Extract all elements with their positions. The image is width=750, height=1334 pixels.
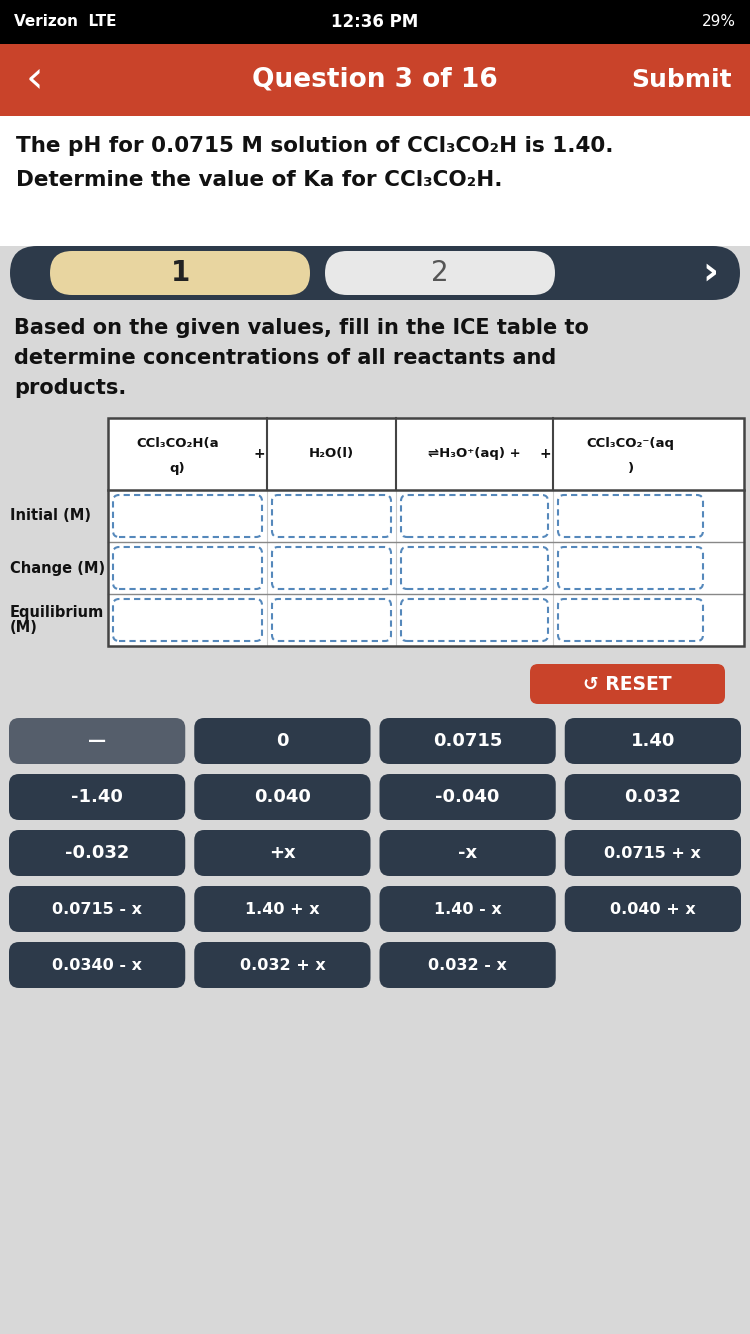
- Text: Based on the given values, fill in the ICE table to: Based on the given values, fill in the I…: [14, 317, 589, 338]
- FancyBboxPatch shape: [194, 886, 370, 932]
- FancyBboxPatch shape: [113, 495, 262, 538]
- FancyBboxPatch shape: [380, 774, 556, 820]
- FancyBboxPatch shape: [380, 942, 556, 988]
- FancyBboxPatch shape: [9, 886, 185, 932]
- Text: +: +: [254, 447, 265, 462]
- Text: 29%: 29%: [702, 15, 736, 29]
- FancyBboxPatch shape: [530, 664, 725, 704]
- Text: 0.0715: 0.0715: [433, 732, 502, 750]
- Text: Question 3 of 16: Question 3 of 16: [252, 67, 498, 93]
- Text: 0.0715 + x: 0.0715 + x: [604, 846, 701, 860]
- FancyBboxPatch shape: [565, 830, 741, 876]
- FancyBboxPatch shape: [10, 245, 740, 300]
- Text: Initial (M): Initial (M): [10, 508, 91, 523]
- FancyBboxPatch shape: [380, 830, 556, 876]
- Text: +: +: [539, 447, 550, 462]
- FancyBboxPatch shape: [9, 718, 185, 764]
- FancyBboxPatch shape: [9, 942, 185, 988]
- Text: 0.032 - x: 0.032 - x: [428, 958, 507, 972]
- FancyBboxPatch shape: [113, 599, 262, 642]
- Bar: [0, 0, 750, 44]
- Text: 0.040: 0.040: [254, 788, 310, 806]
- Text: CCl₃CO₂H(a: CCl₃CO₂H(a: [136, 438, 219, 451]
- FancyBboxPatch shape: [50, 251, 310, 295]
- Text: q): q): [170, 462, 185, 475]
- Text: determine concentrations of all reactants and: determine concentrations of all reactant…: [14, 348, 556, 368]
- Text: 0.0715 - x: 0.0715 - x: [52, 902, 142, 916]
- FancyBboxPatch shape: [401, 547, 548, 590]
- Bar: [108, 418, 744, 646]
- Text: ): ): [628, 462, 634, 475]
- Text: ‹: ‹: [26, 59, 44, 101]
- Bar: [0, 116, 750, 245]
- Text: 0: 0: [276, 732, 289, 750]
- FancyBboxPatch shape: [565, 718, 741, 764]
- Text: 12:36 PM: 12:36 PM: [332, 13, 419, 31]
- Text: ⇌H₃O⁺(aq) +: ⇌H₃O⁺(aq) +: [428, 447, 520, 460]
- Text: 0.032: 0.032: [625, 788, 681, 806]
- Text: -0.032: -0.032: [65, 844, 129, 862]
- Text: 0.0340 - x: 0.0340 - x: [52, 958, 142, 972]
- Text: -1.40: -1.40: [71, 788, 123, 806]
- FancyBboxPatch shape: [565, 886, 741, 932]
- Text: 2: 2: [431, 259, 448, 287]
- FancyBboxPatch shape: [272, 495, 391, 538]
- FancyBboxPatch shape: [401, 495, 548, 538]
- Text: 1.40 + x: 1.40 + x: [245, 902, 320, 916]
- Bar: [108, 418, 744, 646]
- FancyBboxPatch shape: [272, 599, 391, 642]
- Text: H₂O(l): H₂O(l): [309, 447, 354, 460]
- Text: ›: ›: [702, 253, 718, 292]
- Text: +x: +x: [269, 844, 296, 862]
- Text: 1: 1: [170, 259, 190, 287]
- Text: Verizon  LTE: Verizon LTE: [14, 15, 116, 29]
- Text: products.: products.: [14, 378, 126, 398]
- Text: 1.40 - x: 1.40 - x: [433, 902, 502, 916]
- Text: Submit: Submit: [632, 68, 732, 92]
- FancyBboxPatch shape: [113, 547, 262, 590]
- FancyBboxPatch shape: [380, 886, 556, 932]
- FancyBboxPatch shape: [272, 547, 391, 590]
- Bar: [0, 44, 750, 116]
- Text: -x: -x: [458, 844, 477, 862]
- FancyBboxPatch shape: [194, 942, 370, 988]
- Text: CCl₃CO₂⁻(aq: CCl₃CO₂⁻(aq: [586, 438, 674, 451]
- FancyBboxPatch shape: [401, 599, 548, 642]
- FancyBboxPatch shape: [325, 251, 555, 295]
- Text: -0.040: -0.040: [436, 788, 500, 806]
- FancyBboxPatch shape: [9, 830, 185, 876]
- Text: 1.40: 1.40: [631, 732, 675, 750]
- FancyBboxPatch shape: [565, 774, 741, 820]
- FancyBboxPatch shape: [558, 495, 703, 538]
- Text: Determine the value of Ka for CCl₃CO₂H.: Determine the value of Ka for CCl₃CO₂H.: [16, 169, 502, 189]
- Text: ↺ RESET: ↺ RESET: [584, 675, 672, 694]
- Text: The pH for 0.0715 M solution of CCl₃CO₂H is 1.40.: The pH for 0.0715 M solution of CCl₃CO₂H…: [16, 136, 614, 156]
- Text: Change (M): Change (M): [10, 560, 105, 575]
- FancyBboxPatch shape: [558, 599, 703, 642]
- Text: (M): (M): [10, 619, 38, 635]
- FancyBboxPatch shape: [558, 547, 703, 590]
- FancyBboxPatch shape: [9, 774, 185, 820]
- FancyBboxPatch shape: [194, 830, 370, 876]
- FancyBboxPatch shape: [194, 774, 370, 820]
- Bar: [0, 300, 750, 1334]
- Text: —: —: [88, 732, 106, 750]
- Text: Equilibrium: Equilibrium: [10, 606, 104, 620]
- Text: 0.040 + x: 0.040 + x: [610, 902, 696, 916]
- FancyBboxPatch shape: [194, 718, 370, 764]
- FancyBboxPatch shape: [380, 718, 556, 764]
- Text: 0.032 + x: 0.032 + x: [239, 958, 326, 972]
